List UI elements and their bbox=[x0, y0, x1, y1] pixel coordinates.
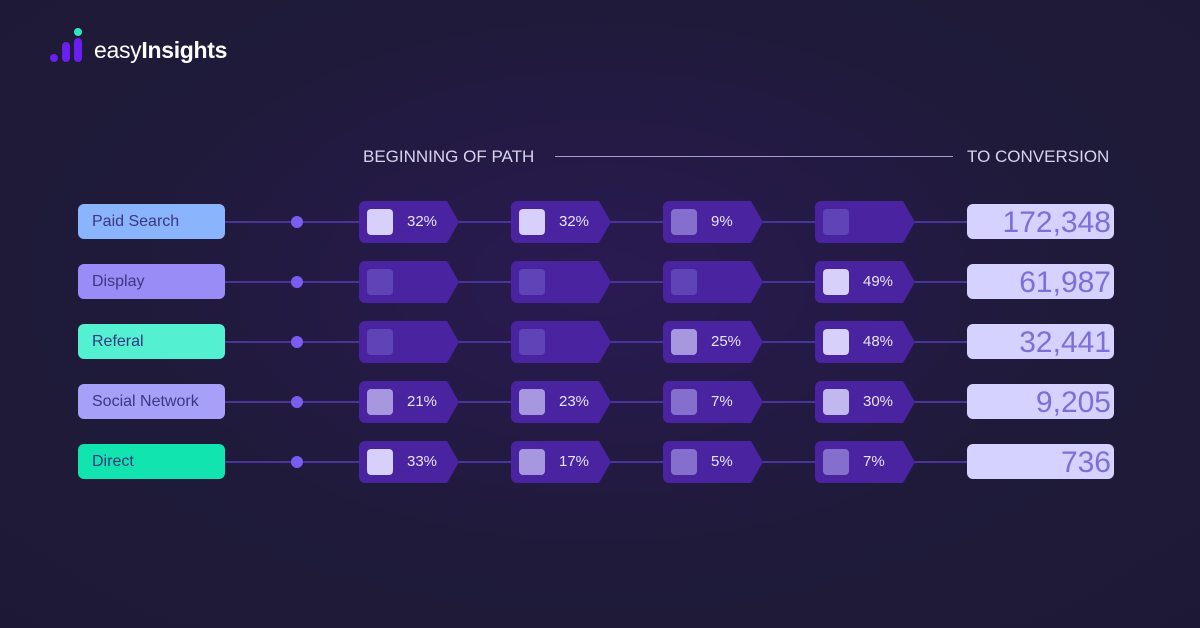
step-square-icon bbox=[367, 449, 393, 475]
step-chevron: 32% bbox=[511, 201, 611, 243]
step-chevron: 23% bbox=[511, 381, 611, 423]
step-chevron bbox=[359, 321, 459, 363]
step-chevron bbox=[511, 261, 611, 303]
step-square-icon bbox=[671, 269, 697, 295]
step-percent: 7% bbox=[711, 393, 733, 410]
step-chevron: 5% bbox=[663, 441, 763, 483]
step-chevron: 33% bbox=[359, 441, 459, 483]
start-dot bbox=[291, 276, 303, 288]
channel-label[interactable]: Direct bbox=[78, 444, 225, 479]
path-row: Display 49% 61,987 bbox=[0, 260, 1200, 304]
step-square-icon bbox=[367, 209, 393, 235]
step-percent: 32% bbox=[407, 213, 438, 230]
path-row: Paid Search 32% 32% 9% 172,348 bbox=[0, 200, 1200, 244]
step-percent: 23% bbox=[559, 393, 590, 410]
logo-bars-icon bbox=[50, 28, 84, 62]
step-square-icon bbox=[519, 389, 545, 415]
brand-name: easyInsights bbox=[94, 37, 228, 63]
step-chevron bbox=[663, 261, 763, 303]
channel-label[interactable]: Paid Search bbox=[78, 204, 225, 239]
path-row: Direct 33% 17% 5% 7% 736 bbox=[0, 440, 1200, 484]
step-square-icon bbox=[519, 449, 545, 475]
path-row: Referal 25% 48% 32,441 bbox=[0, 320, 1200, 364]
step-percent: 17% bbox=[559, 453, 590, 470]
step-chevron: 25% bbox=[663, 321, 763, 363]
start-dot bbox=[291, 396, 303, 408]
step-percent: 32% bbox=[559, 213, 590, 230]
conversion-count: 9,205 bbox=[967, 384, 1114, 419]
step-square-icon bbox=[367, 389, 393, 415]
channel-label[interactable]: Social Network bbox=[78, 384, 225, 419]
step-square-icon bbox=[823, 269, 849, 295]
step-square-icon bbox=[671, 329, 697, 355]
step-square-icon bbox=[823, 389, 849, 415]
step-square-icon bbox=[519, 329, 545, 355]
step-chevron: 7% bbox=[663, 381, 763, 423]
step-square-icon bbox=[519, 209, 545, 235]
path-divider bbox=[555, 156, 953, 157]
path-end-label: TO CONVERSION bbox=[967, 147, 1110, 166]
start-dot bbox=[291, 336, 303, 348]
step-chevron bbox=[359, 261, 459, 303]
step-chevron: 9% bbox=[663, 201, 763, 243]
step-chevron: 17% bbox=[511, 441, 611, 483]
step-chevron bbox=[815, 201, 915, 243]
conversion-count: 172,348 bbox=[967, 204, 1114, 239]
step-chevron: 48% bbox=[815, 321, 915, 363]
step-square-icon bbox=[671, 389, 697, 415]
step-square-icon bbox=[823, 329, 849, 355]
step-square-icon bbox=[367, 269, 393, 295]
channel-label[interactable]: Referal bbox=[78, 324, 225, 359]
step-percent: 48% bbox=[863, 333, 894, 350]
start-dot bbox=[291, 456, 303, 468]
brand-logo: easyInsights bbox=[50, 28, 227, 62]
path-row: Social Network 21% 23% 7% 30% 9,205 bbox=[0, 380, 1200, 424]
step-square-icon bbox=[671, 209, 697, 235]
start-dot bbox=[291, 216, 303, 228]
channel-label[interactable]: Display bbox=[78, 264, 225, 299]
path-start-label: BEGINNING OF PATH bbox=[363, 147, 535, 166]
step-percent: 25% bbox=[711, 333, 742, 350]
step-percent: 49% bbox=[863, 273, 894, 290]
step-chevron: 32% bbox=[359, 201, 459, 243]
conversion-count: 736 bbox=[967, 444, 1114, 479]
step-percent: 5% bbox=[711, 453, 733, 470]
step-percent: 7% bbox=[863, 453, 885, 470]
step-square-icon bbox=[671, 449, 697, 475]
step-chevron bbox=[511, 321, 611, 363]
step-square-icon bbox=[823, 449, 849, 475]
step-square-icon bbox=[823, 209, 849, 235]
conversion-count: 61,987 bbox=[967, 264, 1114, 299]
step-percent: 30% bbox=[863, 393, 894, 410]
step-percent: 9% bbox=[711, 213, 733, 230]
conversion-count: 32,441 bbox=[967, 324, 1114, 359]
step-percent: 33% bbox=[407, 453, 438, 470]
step-chevron: 30% bbox=[815, 381, 915, 423]
step-chevron: 7% bbox=[815, 441, 915, 483]
step-square-icon bbox=[367, 329, 393, 355]
step-square-icon bbox=[519, 269, 545, 295]
step-percent: 21% bbox=[407, 393, 438, 410]
step-chevron: 49% bbox=[815, 261, 915, 303]
step-chevron: 21% bbox=[359, 381, 459, 423]
